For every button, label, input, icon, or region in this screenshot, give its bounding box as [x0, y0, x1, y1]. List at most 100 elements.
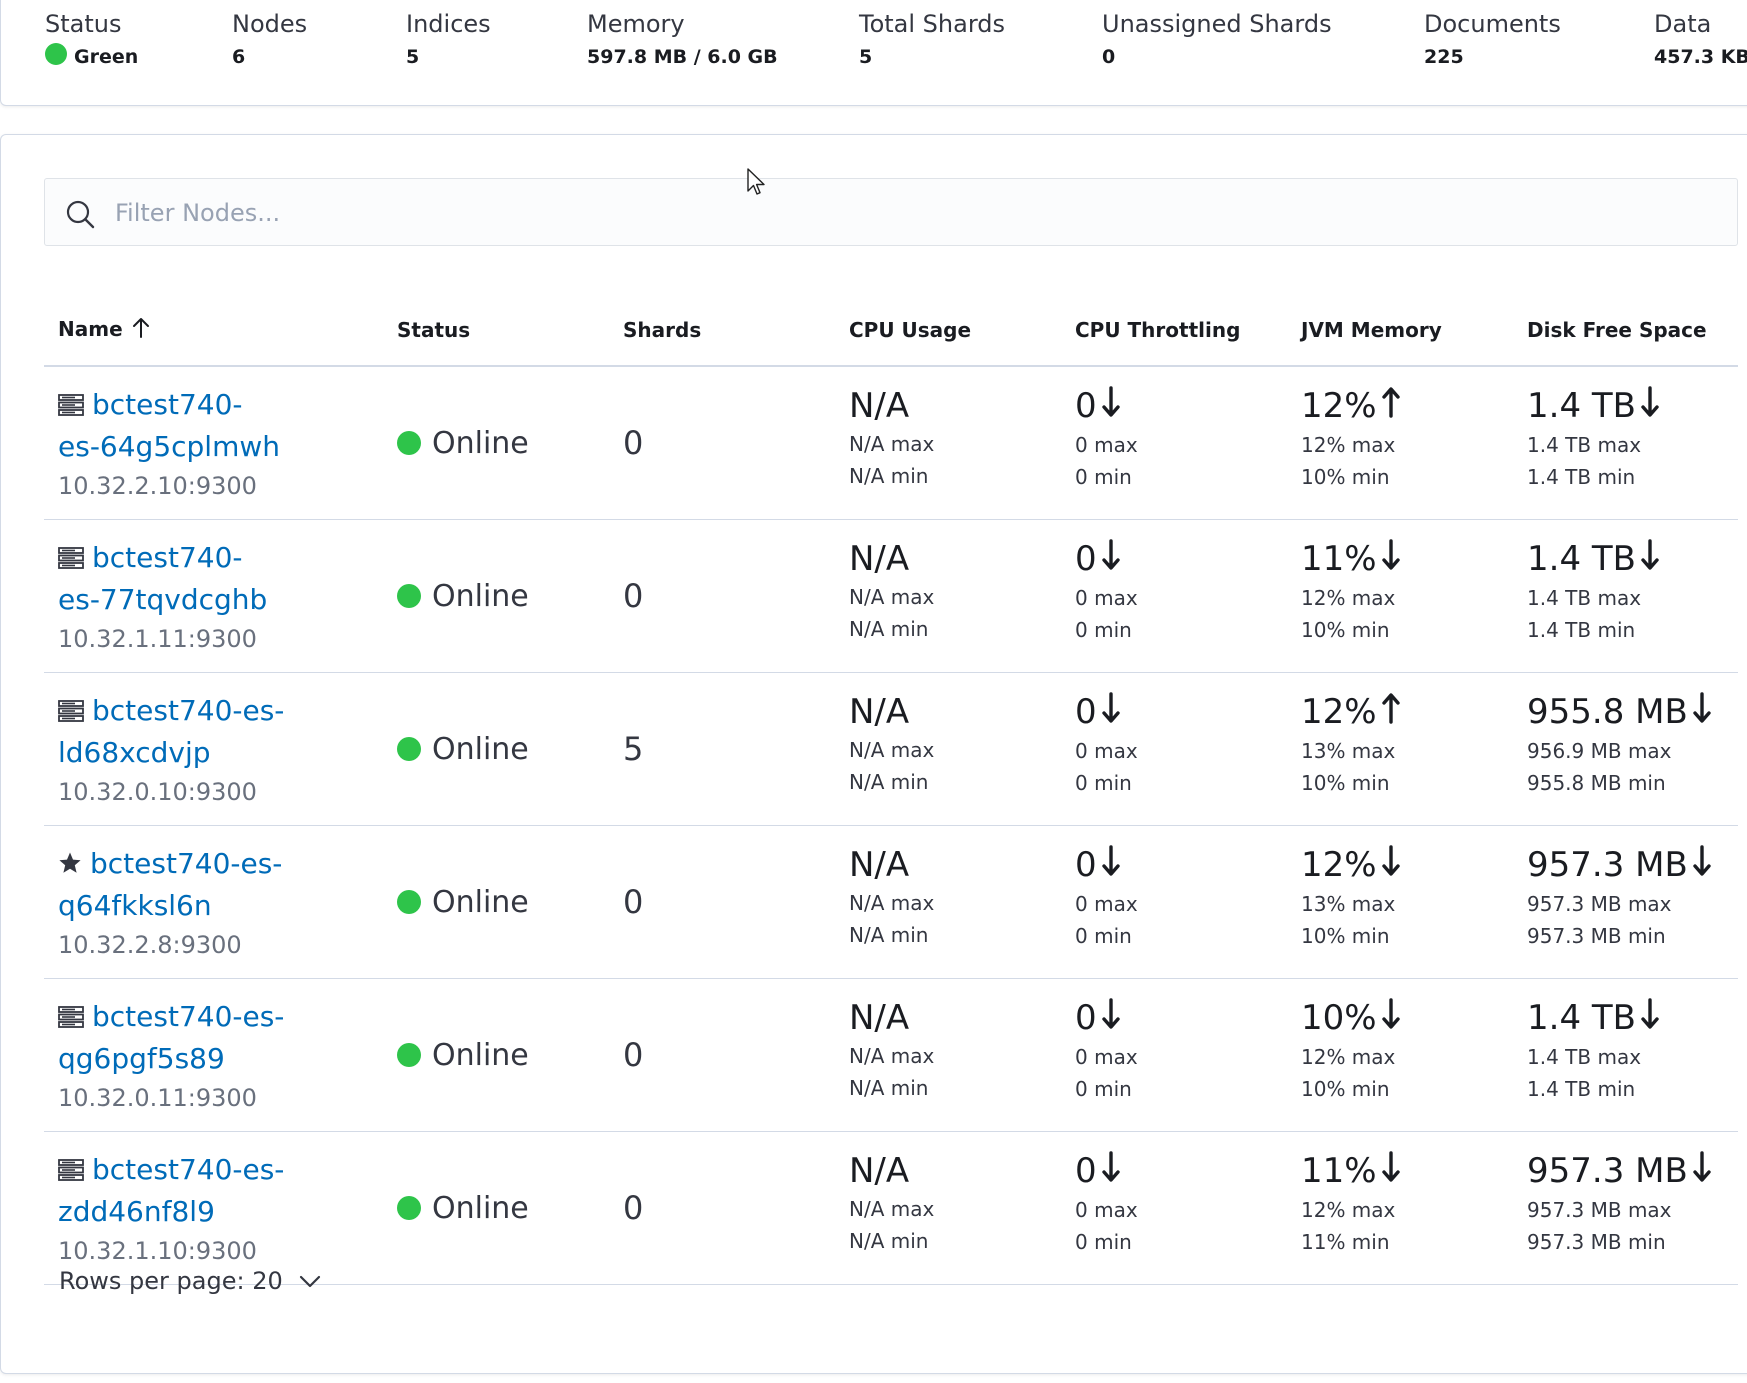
cpu-usage-cell: N/A N/A max N/A min: [835, 519, 1061, 673]
filter-nodes-input[interactable]: [113, 179, 1697, 247]
node-status-cell: Online: [383, 519, 609, 673]
node-shards-value: 0: [623, 1189, 644, 1227]
cpu-usage-min: N/A min: [849, 464, 929, 488]
cpu-usage-max: N/A max: [849, 738, 935, 762]
disk-free-value: 1.4 TB: [1527, 386, 1636, 426]
node-name-link-continued[interactable]: qg6pgf5s89: [58, 1042, 225, 1075]
cpu-throttling-min: 0 min: [1075, 924, 1132, 948]
jvm-memory-value: 12%: [1301, 386, 1377, 426]
disk-free-min: 957.3 MB min: [1527, 1230, 1666, 1254]
disk-free-min: 1.4 TB min: [1527, 465, 1636, 489]
node-status-cell: Online: [383, 366, 609, 520]
arrow-down-icon: [1101, 997, 1121, 1041]
arrow-down-icon: [1640, 538, 1660, 582]
node-ip-address: 10.32.1.11:9300: [58, 625, 257, 653]
rows-per-page-selector[interactable]: Rows per page: 20: [59, 1267, 321, 1295]
filter-nodes-search[interactable]: [44, 178, 1738, 247]
node-name-link-continued[interactable]: es-64g5cplmwh: [58, 430, 281, 463]
cpu-throttling-cell: 0 0 max 0 min: [1061, 672, 1287, 826]
jvm-memory-cell: 11% 12% max 11% min: [1287, 1131, 1513, 1285]
column-header-jvm-memory[interactable]: JVM Memory: [1287, 295, 1513, 367]
column-header-cpu-usage[interactable]: CPU Usage: [835, 295, 1061, 367]
disk-free-cell: 1.4 TB 1.4 TB max 1.4 TB min: [1513, 366, 1738, 520]
cpu-throttling-value: 0: [1075, 386, 1097, 426]
stat-documents: Documents 225: [1424, 9, 1561, 70]
disk-free-max: 957.3 MB max: [1527, 892, 1672, 916]
disk-free-max: 957.3 MB max: [1527, 1198, 1672, 1222]
arrow-down-icon: [1381, 538, 1401, 582]
jvm-memory-cell: 12% 13% max 10% min: [1287, 825, 1513, 979]
node-name-link-continued[interactable]: q64fkksl6n: [58, 889, 212, 922]
jvm-memory-max: 12% max: [1301, 433, 1396, 457]
stat-unassigned-shards: Unassigned Shards 0: [1102, 9, 1332, 70]
cpu-throttling-max: 0 max: [1075, 433, 1138, 457]
node-name-link[interactable]: bctest740-es-: [92, 1153, 285, 1186]
node-name-link-continued[interactable]: es-77tqvdcghb: [58, 583, 268, 616]
stat-label: Status: [45, 10, 122, 38]
jvm-memory-cell: 12% 13% max 10% min: [1287, 672, 1513, 826]
rows-per-page-label: Rows per page: 20: [59, 1267, 283, 1295]
column-header-disk-free-space[interactable]: Disk Free Space: [1513, 295, 1738, 367]
jvm-memory-cell: 10% 12% max 10% min: [1287, 978, 1513, 1132]
node-name-link-continued[interactable]: ld68xcdvjp: [58, 736, 211, 769]
cpu-usage-value: N/A: [849, 998, 910, 1038]
status-dot-icon: [45, 43, 67, 65]
column-header-shards[interactable]: Shards: [609, 295, 835, 367]
server-icon: [58, 700, 84, 726]
node-status-cell: Online: [383, 1131, 609, 1285]
arrow-down-icon: [1101, 385, 1121, 429]
status-value: Green: [74, 46, 139, 68]
node-ip-address: 10.32.0.10:9300: [58, 778, 257, 806]
status-dot-icon: [397, 1196, 421, 1220]
stat-status: Status Green: [45, 9, 138, 70]
column-header-cpu-throttling[interactable]: CPU Throttling: [1061, 295, 1287, 367]
cpu-throttling-max: 0 max: [1075, 586, 1138, 610]
column-header-name[interactable]: Name: [44, 295, 383, 367]
stat-value: 0: [1102, 46, 1116, 68]
status-dot-icon: [397, 890, 421, 914]
server-icon: [58, 547, 84, 573]
node-name-link-continued[interactable]: zdd46nf8l9: [58, 1195, 215, 1228]
cpu-throttling-max: 0 max: [1075, 892, 1138, 916]
stat-memory: Memory 597.8 MB / 6.0 GB: [587, 9, 778, 70]
table-row: bctest740-es-ld68xcdvjp 10.32.0.10:9300 On…: [44, 672, 1738, 826]
status-dot-icon: [397, 737, 421, 761]
stat-value: 5: [859, 46, 873, 68]
jvm-memory-min: 11% min: [1301, 1230, 1390, 1254]
jvm-memory-cell: 11% 12% max 10% min: [1287, 519, 1513, 673]
cpu-usage-max: N/A max: [849, 432, 935, 456]
stat-label: Nodes: [232, 10, 308, 38]
cpu-usage-cell: N/A N/A max N/A min: [835, 825, 1061, 979]
node-name-link[interactable]: bctest740-es-: [92, 1000, 285, 1033]
node-name-link[interactable]: bctest740-es-: [90, 847, 283, 880]
cpu-throttling-cell: 0 0 max 0 min: [1061, 1131, 1287, 1285]
cpu-throttling-cell: 0 0 max 0 min: [1061, 519, 1287, 673]
node-name-link[interactable]: bctest740-: [92, 541, 243, 574]
node-status-cell: Online: [383, 825, 609, 979]
node-shards-cell: 0: [609, 978, 835, 1132]
jvm-memory-max: 13% max: [1301, 892, 1396, 916]
arrow-down-icon: [1692, 691, 1712, 735]
jvm-memory-value: 11%: [1301, 1151, 1377, 1191]
arrow-down-icon: [1101, 691, 1121, 735]
cpu-usage-min: N/A min: [849, 923, 929, 947]
jvm-memory-min: 10% min: [1301, 771, 1390, 795]
column-header-status[interactable]: Status: [383, 295, 609, 367]
cpu-throttling-value: 0: [1075, 539, 1097, 579]
cpu-usage-min: N/A min: [849, 1229, 929, 1253]
disk-free-min: 955.8 MB min: [1527, 771, 1666, 795]
arrow-down-icon: [1381, 997, 1401, 1041]
node-name-link[interactable]: bctest740-es-: [92, 694, 285, 727]
search-icon: [65, 199, 95, 233]
jvm-memory-max: 12% max: [1301, 586, 1396, 610]
arrow-up-icon: [1381, 691, 1401, 735]
stat-value: 225: [1424, 46, 1464, 68]
stat-label: Documents: [1424, 10, 1561, 38]
node-shards-value: 0: [623, 424, 644, 462]
node-ip-address: 10.32.1.10:9300: [58, 1237, 257, 1265]
cluster-summary-panel: Status Green Nodes 6 Indices 5 Memory 59…: [0, 0, 1747, 106]
node-name-link[interactable]: bctest740-: [92, 388, 243, 421]
jvm-memory-min: 10% min: [1301, 618, 1390, 642]
stat-indices: Indices 5: [406, 9, 491, 70]
disk-free-cell: 1.4 TB 1.4 TB max 1.4 TB min: [1513, 978, 1738, 1132]
